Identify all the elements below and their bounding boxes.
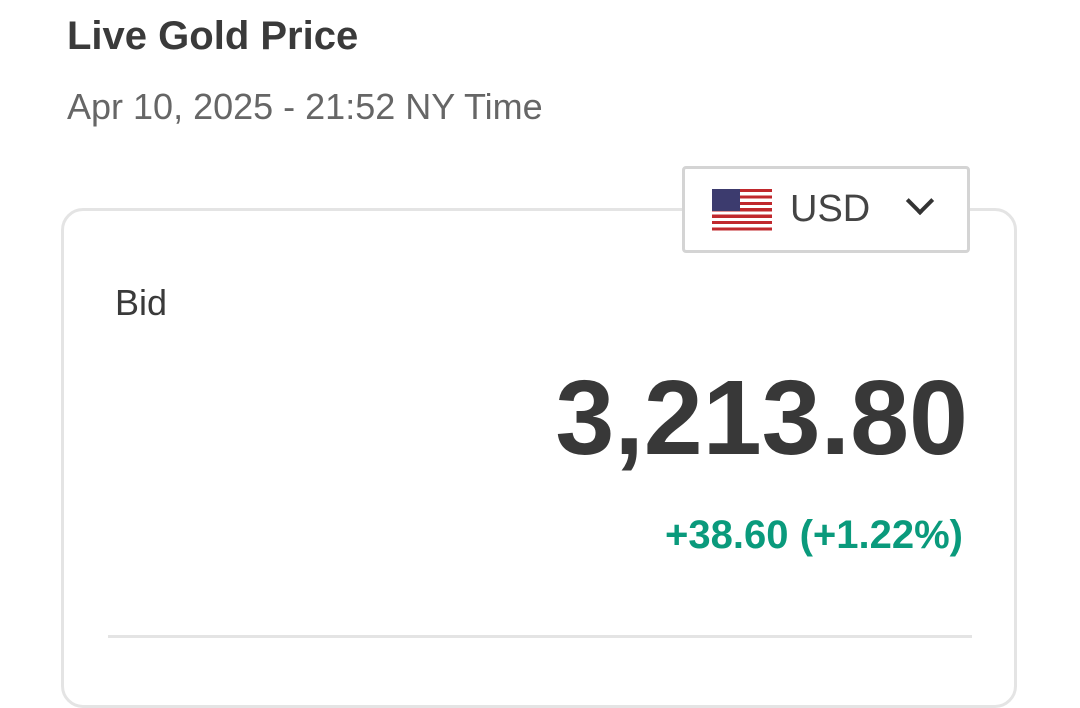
timestamp: Apr 10, 2025 - 21:52 NY Time xyxy=(67,86,543,127)
bid-label: Bid xyxy=(115,282,168,323)
bid-price: 3,213.80 xyxy=(555,359,968,477)
currency-select[interactable]: USD xyxy=(682,166,970,253)
price-change: +38.60 (+1.22%) xyxy=(665,513,963,557)
page-title: Live Gold Price xyxy=(67,14,359,58)
us-flag-icon xyxy=(712,188,772,231)
divider xyxy=(108,635,972,638)
currency-code: USD xyxy=(790,188,871,230)
chevron-down-icon xyxy=(905,186,935,216)
